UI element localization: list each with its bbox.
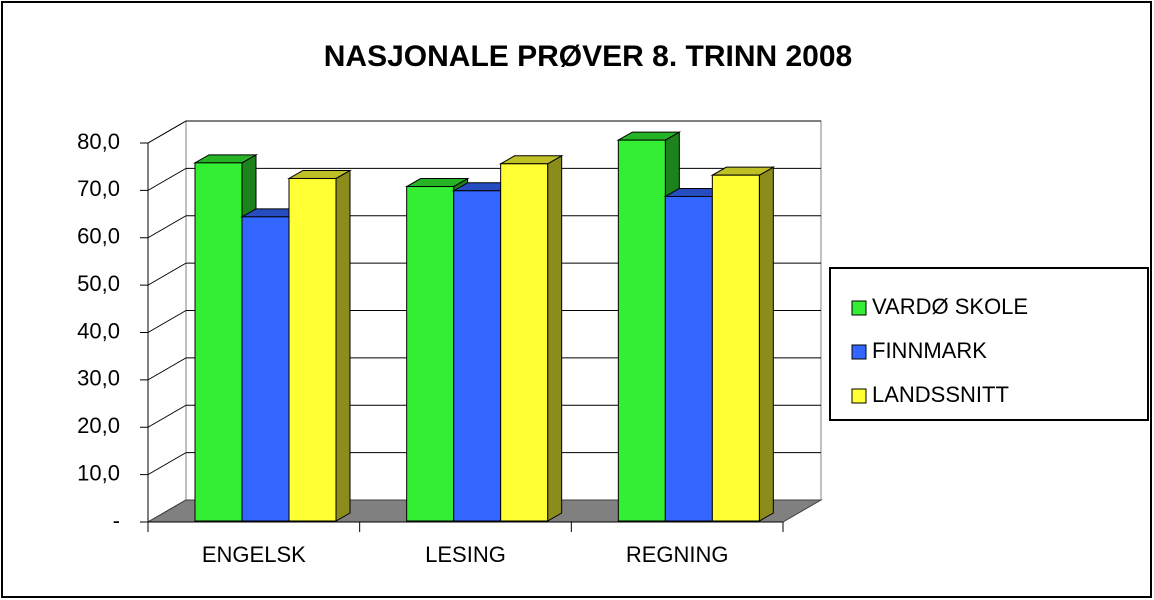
bar (288, 177, 337, 522)
legend-swatch (851, 344, 867, 360)
bar (711, 174, 760, 522)
bar (617, 139, 666, 522)
y-tick-label: 30,0 (77, 366, 120, 391)
x-tick-label: LESING (425, 542, 506, 567)
legend-label: VARDØ SKOLE (872, 294, 1028, 319)
y-tick-label: 50,0 (77, 271, 120, 296)
bar-side (547, 154, 563, 522)
y-tick-label: - (113, 508, 120, 533)
legend-swatch (851, 300, 867, 316)
y-tick-label: 10,0 (77, 460, 120, 485)
legend-box (829, 267, 1149, 421)
y-tick-label: 60,0 (77, 224, 120, 249)
y-tick-label: 80,0 (77, 129, 120, 154)
y-tick-label: 40,0 (77, 318, 120, 343)
y-tick-label: 20,0 (77, 413, 120, 438)
grid-line (147, 262, 187, 286)
bar-side (758, 166, 774, 522)
bar (194, 162, 243, 522)
grid-line (147, 310, 187, 333)
bar (664, 195, 713, 522)
x-tick-label: ENGELSK (202, 542, 306, 567)
grid-line (147, 120, 187, 144)
grid-line (147, 404, 187, 428)
x-tick-label: REGNING (626, 542, 729, 567)
bar (406, 186, 455, 522)
grid-line (147, 167, 187, 191)
y-tick-label: 70,0 (77, 176, 120, 201)
legend-swatch (851, 388, 867, 404)
bar (453, 190, 502, 522)
grid-line (147, 357, 187, 381)
bar-side (335, 169, 351, 522)
bar (241, 216, 290, 522)
grid-line (147, 215, 187, 239)
bar (500, 163, 549, 522)
legend-label: FINNMARK (872, 338, 987, 363)
legend-label: LANDSSNITT (872, 382, 1009, 407)
grid-line (147, 452, 187, 476)
chart-title: NASJONALE PRØVER 8. TRINN 2008 (324, 40, 852, 73)
